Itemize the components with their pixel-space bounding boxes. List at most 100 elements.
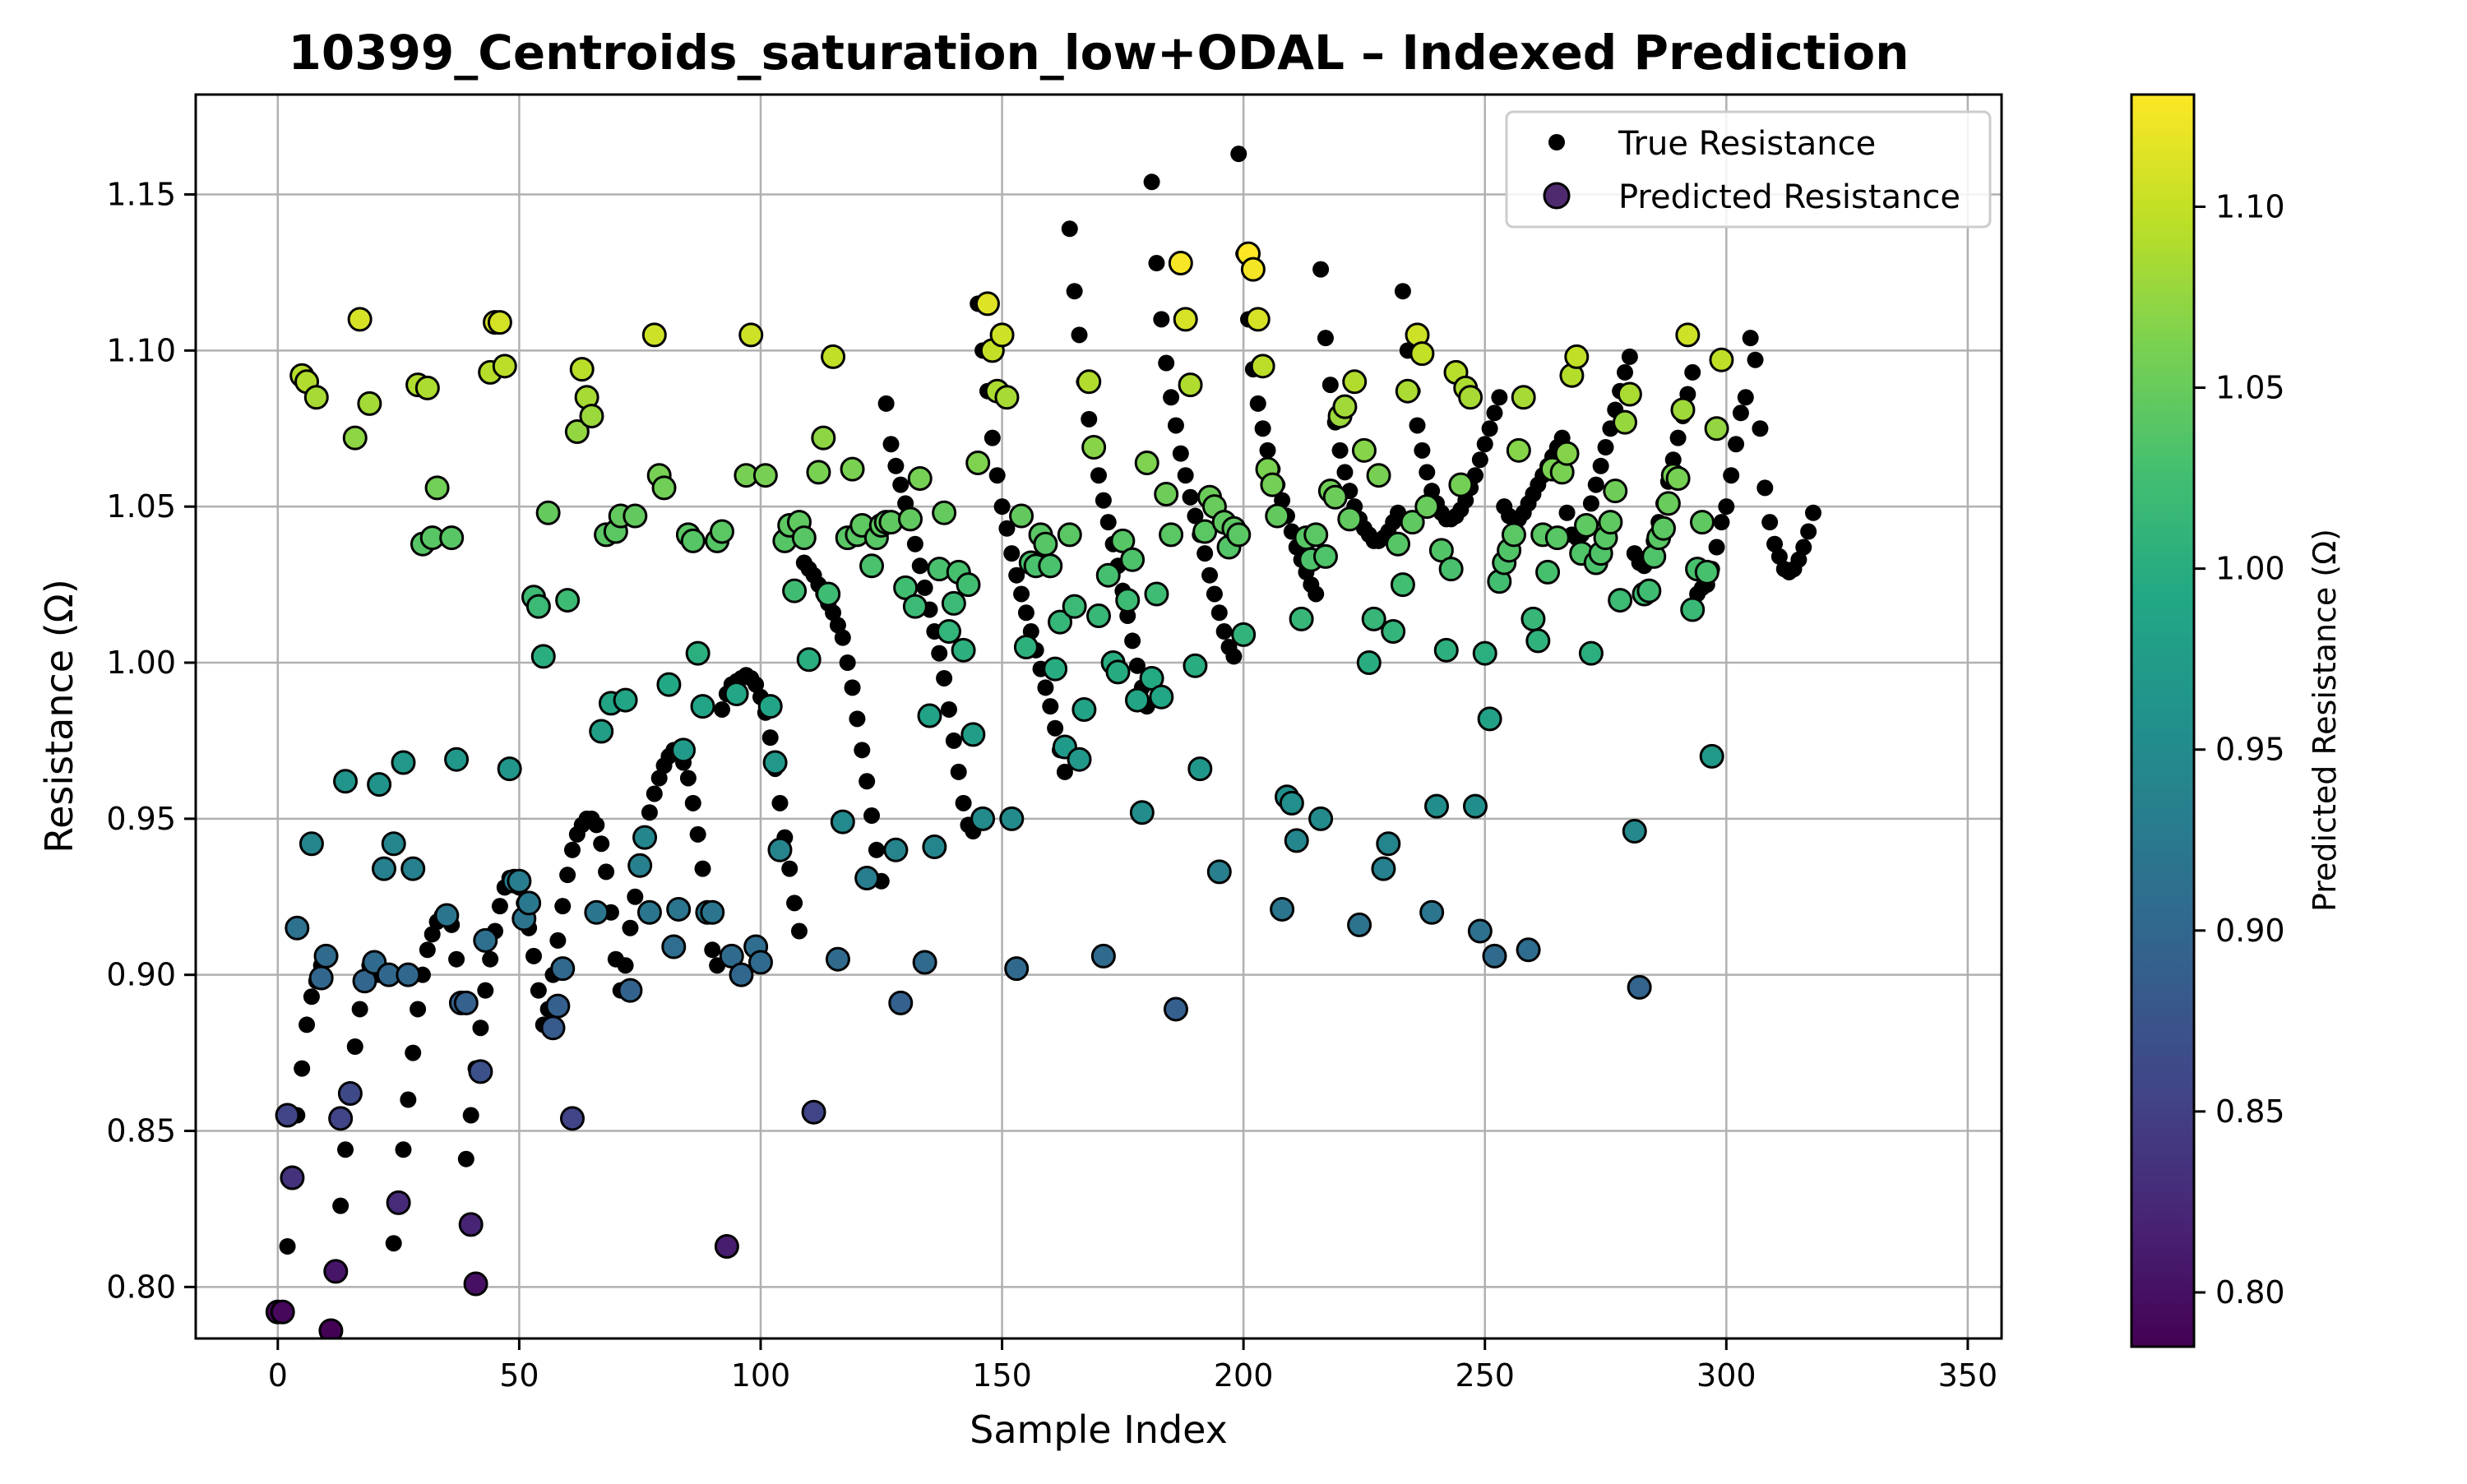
true-resistance-point [1066, 283, 1083, 300]
predicted-resistance-point [318, 1318, 344, 1338]
true-resistance-point [593, 835, 610, 853]
colorbar-tick-label: 0.90 [2215, 913, 2285, 949]
predicted-resistance-point [1438, 557, 1464, 582]
predicted-resistance-point [1308, 806, 1334, 831]
predicted-resistance-point [974, 291, 1000, 317]
predicted-resistance-point [821, 344, 846, 369]
y-tick-label: 0.95 [106, 801, 176, 837]
predicted-resistance-point [1067, 747, 1092, 772]
true-resistance-point [405, 1044, 422, 1061]
predicted-resistance-point [1342, 369, 1368, 395]
predicted-resistance-point [414, 375, 440, 400]
predicted-resistance-point [656, 672, 682, 697]
predicted-resistance-point [1598, 510, 1623, 535]
y-axis-ticks: 0.80 0.85 0.90 0.95 1.00 1.05 1.10 1.15 [106, 176, 196, 1305]
true-resistance-point [1013, 585, 1030, 603]
true-resistance-point [1182, 488, 1199, 506]
predicted-resistance-point [1554, 441, 1580, 466]
predicted-resistance-point [627, 853, 653, 878]
predicted-resistance-point [883, 837, 909, 862]
true-resistance-point [1172, 445, 1189, 462]
true-resistance-point [627, 888, 644, 905]
predicted-resistance-point [1043, 656, 1068, 682]
predicted-resistance-point [299, 831, 324, 857]
predicted-resistance-point [1206, 859, 1232, 885]
legend-marker-predicted [1543, 182, 1571, 210]
true-resistance-point [294, 1060, 311, 1077]
true-resistance-point [849, 710, 866, 728]
true-resistance-point [936, 669, 953, 687]
true-resistance-point [1718, 498, 1735, 515]
colorbar-tick-label: 0.95 [2215, 732, 2285, 768]
predicted-resistance-point [1395, 378, 1420, 404]
predicted-resistance-point [888, 990, 914, 1015]
predicted-resistance-point [424, 475, 450, 501]
colorbar-tick-label: 1.00 [2215, 551, 2285, 587]
true-resistance-point [351, 1001, 368, 1018]
predicted-resistance-point [1134, 451, 1159, 476]
legend-label-true: True Resistance [1618, 125, 1876, 163]
predicted-resistance-point [690, 694, 715, 719]
predicted-resistance-point [1433, 637, 1459, 663]
true-resistance-point [825, 604, 842, 622]
predicted-resistance-point [1613, 409, 1638, 435]
true-resistance-point [882, 436, 900, 453]
true-resistance-point [1124, 632, 1141, 650]
true-resistance-point [1225, 648, 1243, 665]
predicted-resistance-point [782, 578, 808, 603]
predicted-resistance-point [729, 962, 754, 987]
predicted-resistance-point [724, 681, 749, 706]
predicted-resistance-point [1409, 341, 1435, 367]
true-resistance-point [1419, 464, 1436, 481]
true-resistance-point [748, 676, 765, 693]
predicted-resistance-point [308, 965, 334, 991]
predicted-resistance-point [811, 425, 836, 451]
true-resistance-point [1099, 514, 1117, 531]
predicted-resistance-point [1448, 472, 1474, 497]
true-resistance-point [1317, 330, 1334, 347]
true-resistance-point [1795, 539, 1812, 556]
predicted-resistance-point [1105, 659, 1131, 685]
predicted-resistance-point [584, 899, 609, 925]
predicted-resistance-point [550, 956, 576, 982]
y-tick-label: 0.85 [106, 1113, 176, 1149]
x-tick-label: 250 [1455, 1357, 1515, 1394]
predicted-resistance-point [1129, 800, 1155, 825]
true-resistance-point [1206, 585, 1223, 603]
predicted-resistance-point [999, 806, 1025, 831]
predicted-resistance-point [1178, 372, 1203, 398]
predicted-resistance-point [1564, 344, 1590, 369]
predicted-resistance-point [1419, 899, 1445, 925]
predicted-resistance-point [623, 503, 648, 529]
true-resistance-point [834, 629, 851, 646]
colorbar: 0.80 0.85 0.90 0.95 1.00 1.05 1.10 Predicted R… [2130, 93, 2343, 1348]
predicted-resistance-point [1356, 650, 1382, 676]
true-resistance-point [998, 520, 1016, 537]
true-resistance-point [1177, 467, 1194, 484]
predicted-resistance-point [396, 962, 421, 987]
true-resistance-point [491, 898, 508, 915]
y-tick-label: 1.10 [106, 332, 176, 368]
predicted-resistance-point [1086, 603, 1111, 629]
true-resistance-point [771, 794, 789, 811]
colorbar-tick-label: 1.10 [2215, 188, 2285, 224]
true-resistance-point [1471, 451, 1488, 469]
true-resistance-point [1587, 476, 1604, 493]
true-resistance-point [554, 898, 572, 915]
predicted-resistance-point [757, 694, 783, 719]
true-resistance-point [854, 742, 871, 759]
predicted-resistance-point [1351, 437, 1377, 463]
true-resistance-point [829, 617, 846, 634]
true-resistance-point [1158, 354, 1175, 372]
predicted-resistance-point [1386, 531, 1411, 557]
predicted-resistance-point [854, 865, 880, 890]
predicted-resistance-point [1617, 381, 1642, 407]
predicted-resistance-point [1033, 531, 1058, 557]
predicted-resistance-point [960, 722, 986, 747]
true-resistance-point [1669, 429, 1687, 446]
true-resistance-point [448, 950, 465, 968]
true-resistance-point [1800, 523, 1817, 540]
true-resistance-point [887, 457, 905, 474]
predicted-resistance-point [1467, 918, 1493, 944]
